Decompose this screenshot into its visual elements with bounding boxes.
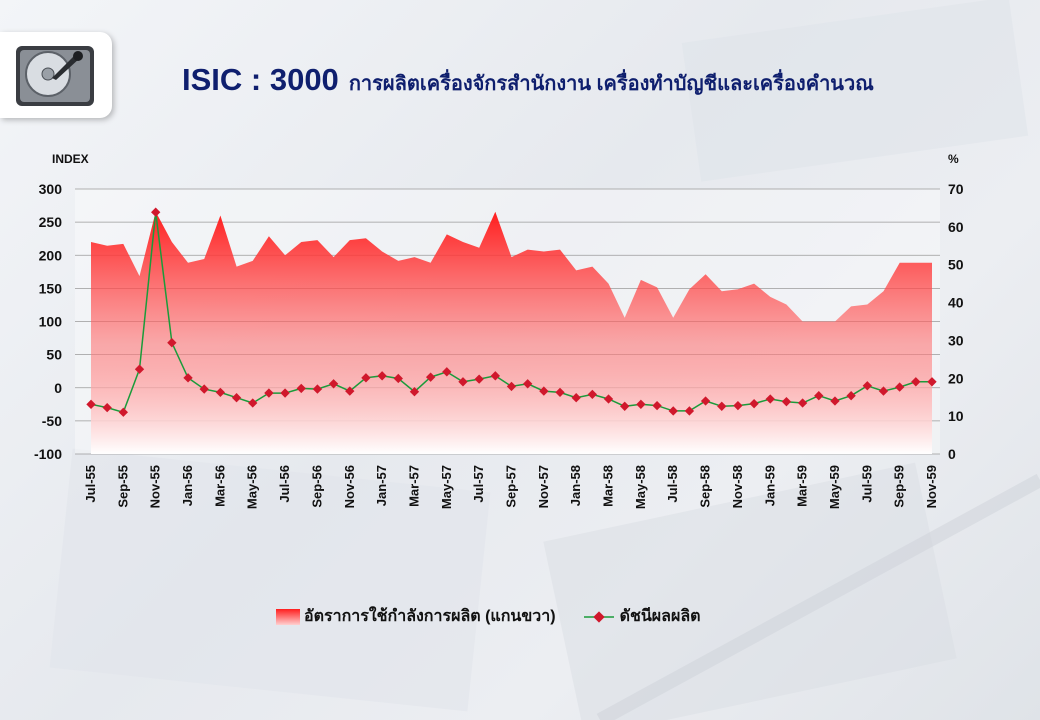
left-tick-label: 250 [39, 214, 63, 230]
x-tick-label: Jul-59 [859, 465, 874, 503]
right-tick-label: 70 [948, 181, 964, 197]
right-axis-label: % [948, 152, 959, 166]
x-tick-label: Nov-57 [536, 465, 551, 508]
right-tick-label: 0 [948, 446, 956, 462]
index-point [700, 396, 711, 406]
index-point [151, 207, 161, 217]
index-point [668, 406, 678, 416]
left-tick-label: -50 [42, 413, 62, 429]
index-point [717, 401, 727, 411]
left-tick-label: 100 [39, 314, 63, 330]
x-tick-label: Sep-57 [504, 465, 519, 508]
right-tick-label: 60 [948, 219, 964, 235]
x-tick-label: May-58 [633, 465, 648, 509]
legend-item-index: ดัชนีผลผลิต [582, 604, 701, 629]
x-tick-label: Jan-57 [374, 465, 389, 506]
index-point [264, 388, 274, 398]
index-point [393, 373, 403, 384]
index-point [296, 383, 306, 394]
index-point [474, 374, 484, 384]
logo-card [0, 32, 112, 118]
index-point [377, 371, 387, 381]
left-tick-label: 50 [46, 347, 62, 363]
x-tick-label: Jul-56 [277, 465, 292, 503]
legend-line-swatch [583, 610, 614, 623]
x-tick-label: Nov-59 [924, 465, 939, 508]
legend-area-swatch [276, 608, 300, 625]
index-point [506, 381, 517, 392]
x-tick-label: Mar-56 [212, 465, 227, 507]
index-point [878, 386, 889, 396]
left-tick-label: -100 [34, 446, 62, 462]
index-point [361, 373, 371, 383]
legend: อัตราการใช้กำลังการผลิต (แกนขวา) ดัชนีผล… [276, 604, 727, 629]
index-point [328, 379, 339, 389]
x-tick-label: Mar-58 [601, 465, 616, 507]
x-tick-label: Sep-55 [115, 465, 130, 508]
capacity-area [91, 211, 932, 454]
x-tick-label: Sep-58 [698, 465, 713, 508]
left-tick-label: 200 [39, 247, 63, 263]
index-point [345, 386, 355, 396]
hard-disk-icon [16, 46, 94, 106]
index-point [458, 377, 468, 387]
left-tick-label: 150 [39, 280, 63, 296]
x-tick-label: Sep-59 [892, 465, 907, 508]
index-point [797, 398, 808, 408]
index-point [539, 386, 549, 396]
index-point [312, 384, 323, 394]
x-tick-label: May-59 [827, 465, 842, 509]
x-tick-label: Jan-58 [568, 465, 583, 506]
title-name: การผลิตเครื่องจักรสำนักงาน เครื่องทำบัญช… [348, 73, 874, 95]
index-point [280, 388, 290, 398]
legend-item-capacity: อัตราการใช้กำลังการผลิต (แกนขวา) [276, 604, 556, 629]
x-tick-label: Mar-57 [406, 465, 421, 507]
index-point [749, 398, 759, 409]
index-point [571, 393, 581, 403]
x-tick-label: Jul-55 [83, 465, 98, 503]
x-tick-label: May-57 [439, 465, 454, 509]
legend-label-index: ดัชนีผลผลิต [619, 608, 701, 625]
index-point [733, 400, 743, 411]
index-point [215, 387, 226, 398]
x-tick-label: Nov-55 [148, 465, 163, 508]
index-point [231, 393, 242, 403]
index-point [830, 396, 840, 406]
index-point [167, 338, 177, 348]
chart-title: ISIC : 3000 การผลิตเครื่องจักรสำนักงาน เค… [182, 62, 874, 99]
left-tick-label: 0 [54, 380, 62, 396]
index-point [620, 401, 630, 411]
chart-area: 300250200150100500-50-100706050403020100… [34, 181, 964, 509]
right-tick-label: 20 [948, 370, 964, 386]
index-point [118, 407, 129, 417]
right-tick-label: 30 [948, 332, 964, 348]
title-code: ISIC : 3000 [182, 62, 339, 97]
right-tick-label: 50 [948, 257, 964, 273]
index-point [442, 367, 452, 377]
left-axis-label: INDEX [52, 152, 89, 166]
index-point [409, 387, 420, 397]
index-point [425, 372, 436, 382]
index-point [183, 373, 193, 383]
index-point [587, 389, 598, 400]
x-tick-label: Sep-56 [309, 465, 324, 508]
index-point [846, 391, 856, 401]
x-tick-label: Nov-58 [730, 465, 745, 508]
x-tick-label: Jan-59 [762, 465, 777, 506]
index-point [490, 371, 500, 381]
x-tick-label: Nov-56 [342, 465, 357, 508]
x-tick-label: Jul-57 [471, 465, 486, 503]
right-tick-label: 10 [948, 408, 964, 424]
left-tick-label: 300 [39, 181, 63, 197]
x-tick-label: May-56 [245, 465, 260, 509]
right-tick-label: 40 [948, 295, 964, 311]
x-tick-label: Mar-59 [795, 465, 810, 507]
legend-label-capacity: อัตราการใช้กำลังการผลิต (แกนขวา) [304, 608, 556, 625]
x-tick-label: Jul-58 [665, 465, 680, 503]
x-tick-label: Jan-56 [180, 465, 195, 506]
index-point [248, 398, 258, 408]
